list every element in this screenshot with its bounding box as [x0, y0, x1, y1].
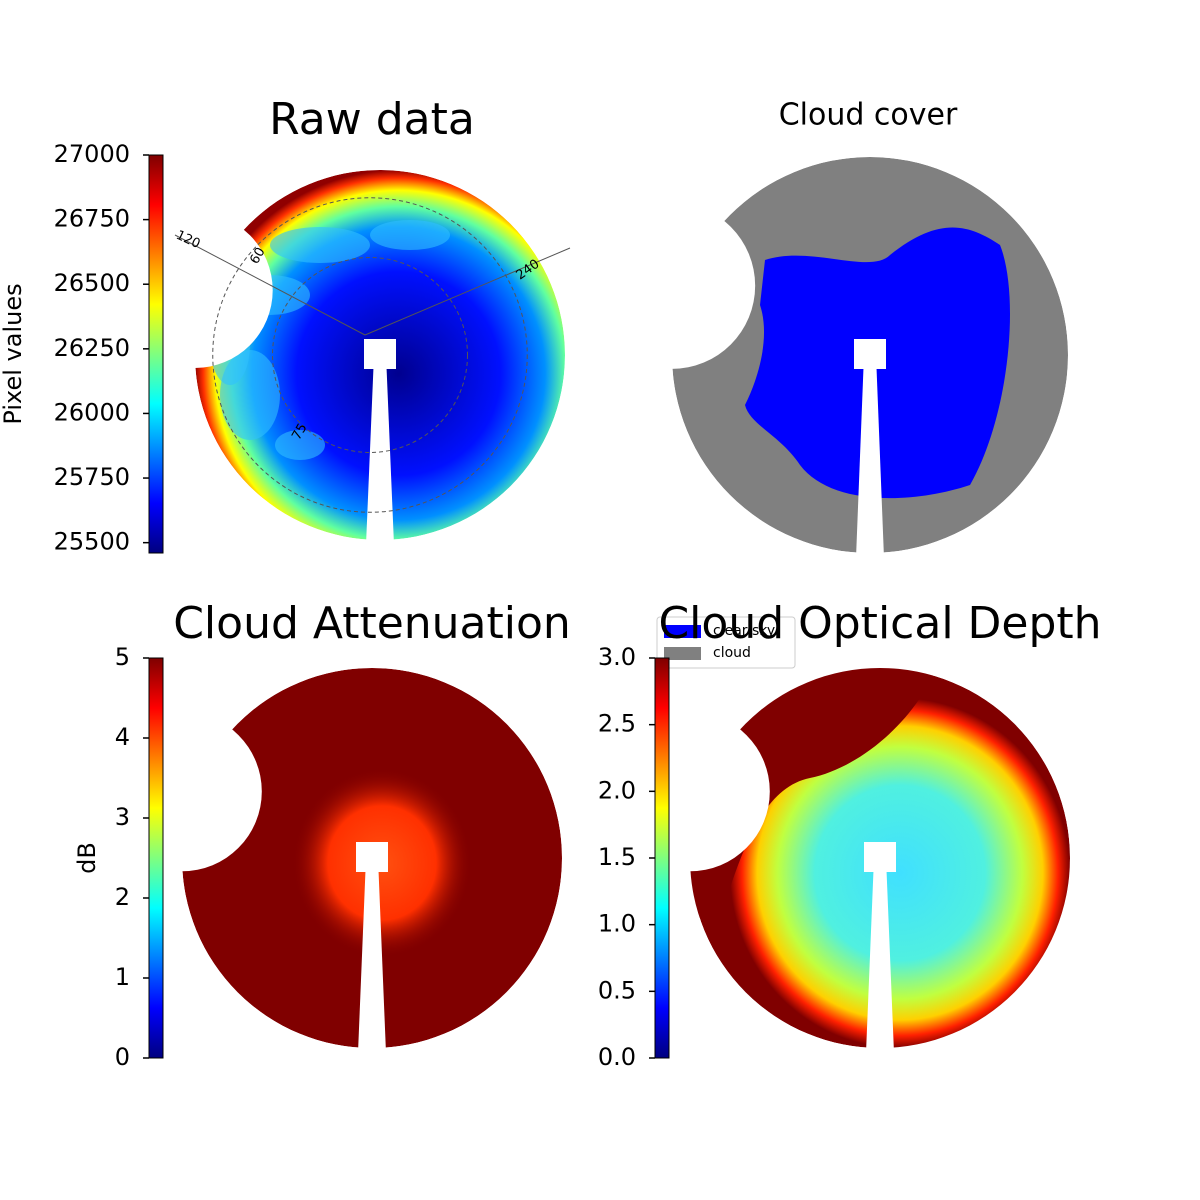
- panel-title: Cloud Optical Depth: [658, 598, 1101, 649]
- colorbar-tick-label: 2.0: [598, 776, 636, 804]
- colorbar-label: Pixel values: [0, 283, 27, 424]
- colorbar-tick-label: 0: [115, 1043, 130, 1071]
- colorbar: [148, 154, 164, 554]
- polar-ring: [212, 197, 528, 513]
- colorbar-tick-label: 26500: [54, 269, 130, 297]
- cloud-patch: [210, 305, 250, 385]
- colorbar: [148, 657, 164, 1059]
- colorbar-tick-label: 25500: [54, 528, 130, 556]
- cloud-patch: [270, 227, 370, 263]
- colorbar-tick-label: 27000: [54, 140, 130, 168]
- colorbar-tick-label: 1.0: [598, 910, 636, 938]
- colorbar-tick-label: 1.5: [598, 843, 636, 871]
- legend-patch: [664, 625, 701, 638]
- polar-spoke: [174, 234, 366, 336]
- attenuation-core: [292, 768, 472, 958]
- panel-image: [672, 157, 1068, 553]
- panel-image: [680, 658, 1070, 1048]
- polar-label: 60: [247, 245, 268, 267]
- polar-label: 120: [174, 228, 203, 252]
- cloud-patch: [370, 220, 450, 250]
- polar-spoke: [364, 247, 571, 336]
- colorbar-tick-label: 26750: [54, 205, 130, 233]
- legend-label: clear sky: [713, 623, 775, 639]
- colorbar-tick-label: 26000: [54, 398, 130, 426]
- panel-image: [182, 668, 562, 1048]
- clear-area: [745, 227, 1010, 499]
- cloud-patch: [275, 430, 325, 460]
- colorbar-label: dB: [73, 842, 101, 874]
- legend-label: cloud: [713, 645, 751, 661]
- colorbar-tick-label: 0.5: [598, 976, 636, 1004]
- optical-depth-core: [730, 698, 1070, 1048]
- panel-title: Cloud Attenuation: [173, 598, 571, 649]
- colorbar-tick-label: 3: [115, 803, 130, 831]
- colorbar-tick-label: 0.0: [598, 1043, 636, 1071]
- colorbar-tick-label: 5: [115, 643, 130, 671]
- cloud-patch: [230, 275, 310, 315]
- polar-label: 75: [289, 421, 310, 443]
- panel-image: [195, 170, 565, 540]
- colorbar-tick-label: 1: [115, 963, 130, 991]
- colorbar-tick-label: 2: [115, 883, 130, 911]
- colorbar-tick-label: 2.5: [598, 710, 636, 738]
- legend-patch: [664, 647, 701, 660]
- colorbar-tick-label: 25750: [54, 463, 130, 491]
- polar-ring: [272, 257, 468, 453]
- legend: clear sky cloud: [656, 616, 796, 669]
- colorbar-tick-label: 3.0: [598, 643, 636, 671]
- panel-title: Cloud cover: [779, 98, 958, 133]
- thick-cloud: [680, 658, 940, 918]
- colorbar: [654, 657, 670, 1059]
- panel-title: Raw data: [269, 94, 475, 145]
- colorbar-tick-label: 4: [115, 723, 130, 751]
- colorbar-tick-label: 26250: [54, 334, 130, 362]
